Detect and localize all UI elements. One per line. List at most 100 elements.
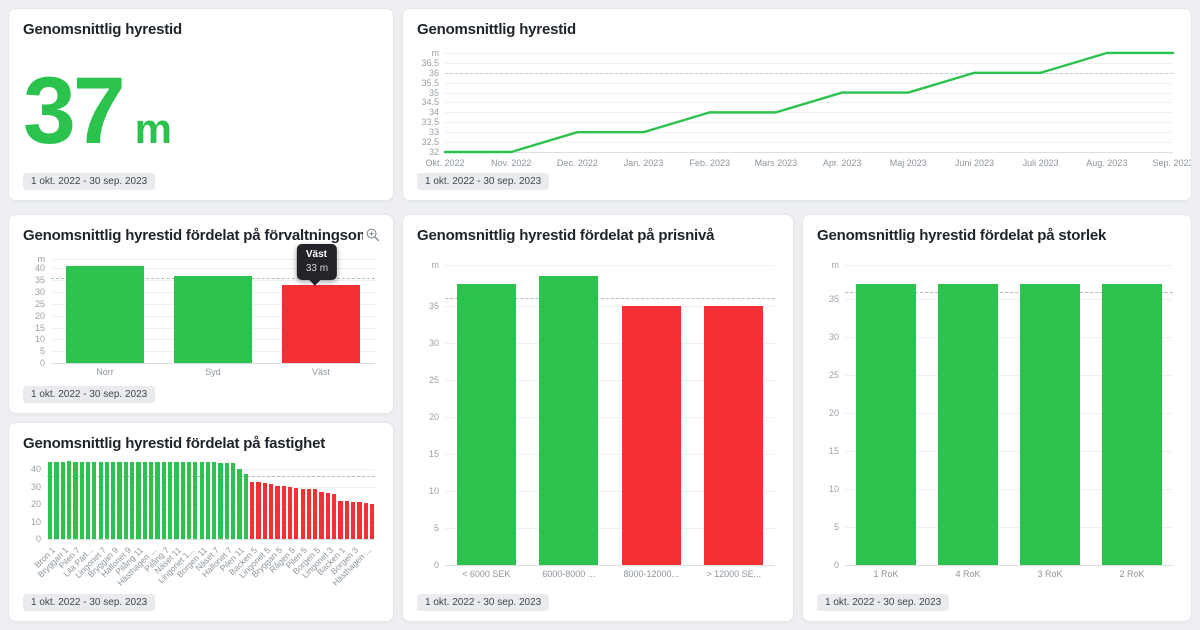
gridline xyxy=(445,142,1173,144)
bar[interactable] xyxy=(205,462,211,539)
x-tick-label: Sep. 2023 xyxy=(1152,158,1192,168)
threshold-line xyxy=(845,291,1173,293)
bar[interactable] xyxy=(111,462,116,539)
bar[interactable] xyxy=(60,461,65,539)
bar[interactable] xyxy=(268,484,274,539)
bar[interactable] xyxy=(621,305,681,565)
magnifier-zoom-icon[interactable] xyxy=(365,227,381,243)
bar-slot xyxy=(154,459,160,539)
bar[interactable] xyxy=(224,463,230,539)
bar[interactable] xyxy=(243,473,248,539)
x-tick-label: > 12000 SE... xyxy=(706,569,762,579)
bar[interactable] xyxy=(117,462,122,539)
gridline xyxy=(51,268,375,270)
bar[interactable] xyxy=(287,486,293,539)
bar[interactable] xyxy=(98,462,103,539)
bar[interactable] xyxy=(938,284,998,565)
x-tick-label: 2 RoK xyxy=(1119,569,1145,579)
size-bar-chart-card: Genomsnittlig hyrestid fördelat på storl… xyxy=(802,214,1192,622)
bar[interactable] xyxy=(48,461,53,539)
bar[interactable] xyxy=(256,482,261,539)
gridline xyxy=(445,342,775,344)
kpi-unit: m xyxy=(134,105,172,152)
bar[interactable] xyxy=(174,462,179,539)
bar[interactable] xyxy=(66,266,144,363)
bar-slot xyxy=(180,459,186,539)
x-tick-label: Maj 2023 xyxy=(889,158,927,168)
y-tick-label: 33.5 xyxy=(421,117,439,128)
card-title: Genomsnittlig hyrestid fördelat på förva… xyxy=(23,227,363,244)
bar[interactable] xyxy=(294,487,299,539)
bar[interactable] xyxy=(338,500,343,539)
bar[interactable] xyxy=(332,493,337,539)
y-axis: 32 32.5 33 33.5 34 34.5 35 35.5 36 36.5 m xyxy=(415,48,442,157)
bar[interactable] xyxy=(357,501,362,539)
bar[interactable] xyxy=(1102,284,1162,565)
bar[interactable] xyxy=(186,462,192,539)
bar-slot xyxy=(217,459,223,539)
bar[interactable] xyxy=(325,492,331,539)
gridline xyxy=(47,504,375,506)
gridline xyxy=(845,489,1173,491)
x-tick-label: Juni 2023 xyxy=(954,158,994,168)
x-tick-label: 4 RoK xyxy=(955,569,981,579)
bar[interactable] xyxy=(282,285,360,363)
bar[interactable] xyxy=(237,468,242,539)
bar[interactable] xyxy=(539,276,599,565)
bar[interactable] xyxy=(73,461,78,539)
bar-slot xyxy=(224,459,230,539)
bar[interactable] xyxy=(218,463,223,539)
bar[interactable] xyxy=(306,488,312,539)
bar[interactable] xyxy=(149,462,154,539)
bar[interactable] xyxy=(212,462,217,539)
bar[interactable] xyxy=(92,462,97,539)
bar[interactable] xyxy=(456,283,516,565)
bar[interactable] xyxy=(344,500,349,539)
bar[interactable] xyxy=(313,489,318,539)
bar[interactable] xyxy=(300,488,305,539)
bar[interactable] xyxy=(130,462,135,539)
bar-slot xyxy=(312,459,318,539)
bar[interactable] xyxy=(193,462,198,539)
bar[interactable] xyxy=(231,463,236,539)
bar[interactable] xyxy=(66,460,72,539)
gridline xyxy=(845,265,1173,266)
bar[interactable] xyxy=(180,462,185,539)
bar[interactable] xyxy=(199,462,204,539)
bar[interactable] xyxy=(319,492,324,539)
bar[interactable] xyxy=(174,275,252,363)
bar-slot xyxy=(211,459,217,539)
bar[interactable] xyxy=(142,462,147,539)
bar[interactable] xyxy=(856,284,916,565)
bar[interactable] xyxy=(104,462,110,539)
plot-area: Väst 33 m xyxy=(51,244,375,364)
bar[interactable] xyxy=(85,462,91,539)
bar[interactable] xyxy=(275,485,280,539)
bar[interactable] xyxy=(704,305,764,565)
bar-slot xyxy=(268,459,274,539)
card-title: Genomsnittlig hyrestid xyxy=(417,21,576,38)
gridline xyxy=(47,539,375,540)
plot-area xyxy=(47,459,375,540)
x-tick-label: Syd xyxy=(205,367,221,377)
gridline xyxy=(51,363,375,364)
bar[interactable] xyxy=(351,501,356,539)
bar-slot xyxy=(318,459,324,539)
bar[interactable] xyxy=(155,462,160,539)
x-tick-label: Apr. 2023 xyxy=(822,158,862,168)
gridline xyxy=(445,62,1173,64)
bar[interactable] xyxy=(54,461,59,539)
bar[interactable] xyxy=(250,481,255,539)
bar-slot xyxy=(445,265,528,565)
kpi-number: 37 xyxy=(23,58,126,164)
bar[interactable] xyxy=(281,485,286,539)
bar[interactable] xyxy=(262,483,267,539)
bar[interactable] xyxy=(161,462,166,539)
bar[interactable] xyxy=(369,504,375,539)
bar[interactable] xyxy=(167,462,173,539)
bar[interactable] xyxy=(363,503,368,539)
bar[interactable] xyxy=(79,462,84,539)
bar[interactable] xyxy=(123,462,129,539)
bar[interactable] xyxy=(1020,284,1080,565)
bar[interactable] xyxy=(136,462,141,539)
